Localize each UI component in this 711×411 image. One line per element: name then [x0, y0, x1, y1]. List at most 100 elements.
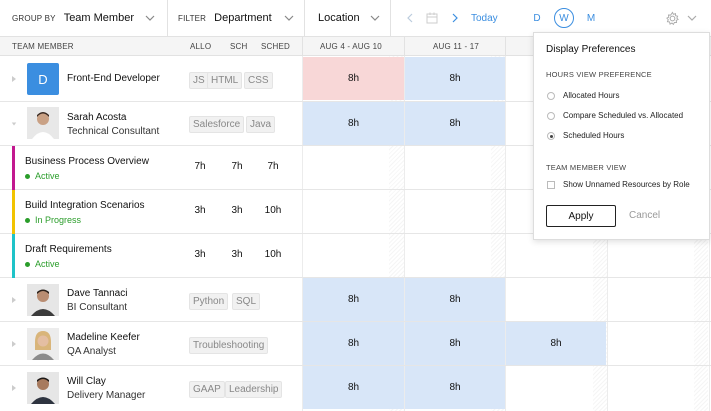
col-week-2: AUG 11 - 17 [433, 42, 480, 51]
chevron-right-icon[interactable] [448, 11, 462, 25]
hours-section-label: HOURS VIEW PREFERENCE [546, 70, 652, 79]
hours-cell[interactable]: 8h [303, 366, 404, 409]
filter-dropdown[interactable]: FILTER Department [178, 0, 272, 36]
col-team-member[interactable]: TEAM MEMBER [12, 42, 74, 51]
option-compare-label[interactable]: Compare Scheduled vs. Allocated [563, 111, 684, 120]
hours-cell[interactable]: 8h [303, 278, 404, 321]
hours-cell[interactable]: 8h [303, 57, 404, 100]
hours-cell[interactable]: 8h [405, 102, 505, 145]
skill-tag: HTML [207, 72, 243, 89]
chevron-right-icon[interactable] [11, 75, 17, 83]
hours-cell[interactable]: 8h [405, 322, 505, 365]
view-month-button[interactable]: M [586, 12, 596, 24]
status-badge: In Progress [25, 215, 81, 225]
avatar [27, 284, 59, 316]
radio-compare[interactable] [547, 112, 555, 120]
col-week-1: AUG 4 - AUG 10 [320, 42, 382, 51]
skill-tag: Python [189, 293, 229, 310]
team-section-label: TEAM MEMBER VIEW [546, 163, 627, 172]
row-title: Delivery Manager [67, 390, 146, 401]
chevron-down-icon[interactable] [685, 11, 699, 25]
hours-cell[interactable]: 8h [303, 322, 404, 365]
avatar [27, 328, 59, 360]
calendar-icon[interactable] [425, 11, 439, 25]
hours-cell[interactable]: 8h [506, 322, 606, 365]
location-dropdown[interactable]: Location [318, 0, 360, 36]
today-button[interactable]: Today [471, 12, 498, 24]
row-name: Front-End Developer [67, 73, 160, 84]
view-week-button[interactable]: W [554, 8, 574, 28]
view-day-button[interactable]: D [533, 12, 541, 24]
sched-value: 10h [264, 249, 282, 260]
gear-icon[interactable] [665, 11, 680, 26]
toolbar: GROUP BY Team Member FILTER Department L… [0, 0, 711, 37]
row-title: BI Consultant [67, 302, 128, 313]
option-scheduled-label[interactable]: Scheduled Hours [563, 131, 625, 140]
table-row[interactable]: Draft Requirements Active 3h 3h 10h [0, 234, 711, 278]
allo-value: 7h [194, 161, 206, 172]
chevron-down-icon[interactable] [282, 11, 296, 25]
apply-button[interactable]: Apply [546, 205, 616, 227]
hours-cell[interactable]: 8h [303, 102, 404, 145]
chevron-down-icon[interactable] [11, 120, 17, 128]
chevron-right-icon[interactable] [11, 296, 17, 304]
sched-value: 7h [267, 161, 279, 172]
col-sched[interactable]: SCHED [261, 42, 291, 51]
table-row[interactable]: Sarah Acosta Technical Consultant Salesf… [0, 102, 711, 146]
radio-scheduled[interactable] [547, 132, 555, 140]
chevron-right-icon[interactable] [11, 384, 17, 392]
project-color-bar [12, 190, 15, 234]
project-name: Draft Requirements [25, 244, 112, 255]
hours-cell[interactable]: 8h [405, 278, 505, 321]
allo-value: 3h [194, 205, 206, 216]
table-row[interactable]: Madeline Keefer QA Analyst Troubleshooti… [0, 322, 711, 366]
skill-tag: Leadership [225, 381, 283, 398]
table-row[interactable]: Dave Tannaci BI Consultant Python SQL 8h… [0, 278, 711, 322]
row-name: Will Clay [67, 376, 106, 387]
checkbox-label[interactable]: Show Unnamed Resources by Role [563, 180, 690, 189]
avatar [27, 372, 59, 404]
option-allocated-label[interactable]: Allocated Hours [563, 91, 620, 100]
status-badge: Active [25, 259, 60, 269]
col-allo[interactable]: ALLO [190, 42, 212, 51]
table-row[interactable]: Business Process Overview Active 7h 7h 7… [0, 146, 711, 190]
table-row[interactable]: D Front-End Developer JS HTML CSS 8h 8h [0, 57, 711, 102]
row-name: Dave Tannaci [67, 288, 128, 299]
sch-value: 3h [231, 205, 243, 216]
radio-allocated[interactable] [547, 92, 555, 100]
avatar [27, 107, 59, 139]
hours-cell[interactable]: 8h [405, 366, 505, 409]
hours-cell[interactable]: 8h [405, 57, 505, 100]
row-title: Technical Consultant [67, 126, 160, 137]
group-by-dropdown[interactable]: GROUP BY Team Member [12, 0, 134, 36]
chevron-left-icon[interactable] [403, 11, 417, 25]
chevron-down-icon[interactable] [368, 11, 382, 25]
skill-tag: Salesforce [189, 116, 245, 133]
skill-tag: Java [246, 116, 276, 133]
display-preferences-panel: Display Preferences HOURS VIEW PREFERENC… [533, 32, 710, 240]
row-title: QA Analyst [67, 346, 116, 357]
cancel-button[interactable]: Cancel [629, 210, 661, 221]
chevron-right-icon[interactable] [11, 340, 17, 348]
sched-value: 10h [264, 205, 282, 216]
sch-value: 7h [231, 161, 243, 172]
skill-tag: GAAP [189, 381, 225, 398]
row-name: Sarah Acosta [67, 112, 127, 123]
project-color-bar [12, 146, 15, 190]
project-color-bar [12, 234, 15, 278]
table-row[interactable]: Build Integration Scenarios In Progress … [0, 190, 711, 234]
col-sch[interactable]: SCH [230, 42, 248, 51]
project-name: Business Process Overview [25, 156, 149, 167]
avatar: D [27, 63, 59, 95]
group-by-value: Team Member [63, 12, 134, 24]
filter-label: FILTER [178, 13, 207, 23]
row-name: Madeline Keefer [67, 332, 140, 343]
skill-tag: CSS [244, 72, 273, 89]
skill-tag: Troubleshooting [189, 337, 269, 354]
chevron-down-icon[interactable] [143, 11, 157, 25]
unnamed-resources-checkbox[interactable] [547, 181, 555, 189]
panel-title: Display Preferences [546, 44, 636, 55]
filter-value: Department [214, 12, 272, 24]
table-row[interactable]: Will Clay Delivery Manager GAAP Leadersh… [0, 366, 711, 411]
location-value: Location [318, 12, 360, 24]
